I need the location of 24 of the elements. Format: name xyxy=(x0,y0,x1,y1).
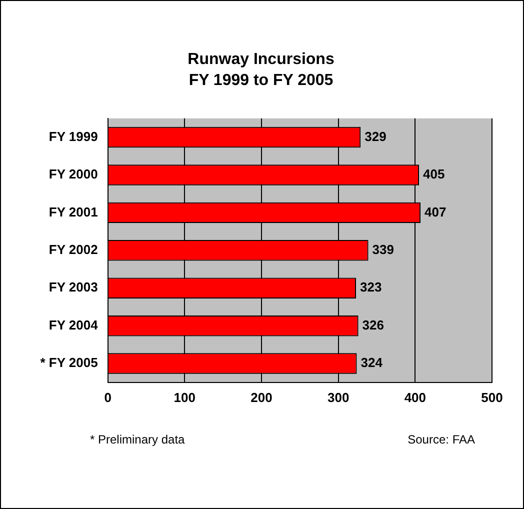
y-tick-label: FY 2001 xyxy=(48,204,98,220)
x-tick-label: 300 xyxy=(327,390,350,405)
y-tick-label: FY 2004 xyxy=(48,317,99,332)
data-label: 339 xyxy=(372,242,394,257)
data-label: 324 xyxy=(360,355,384,370)
data-label: 329 xyxy=(364,128,386,144)
y-tick-label: FY 2003 xyxy=(48,280,98,295)
x-tick-label: 200 xyxy=(250,390,272,405)
x-tick-label: 500 xyxy=(481,390,503,405)
x-tick-label: 100 xyxy=(174,390,196,405)
x-tick-label: 0 xyxy=(104,390,112,405)
data-label: 407 xyxy=(424,204,446,220)
chart-title: Runway Incursions xyxy=(188,51,334,68)
data-label: 326 xyxy=(362,317,384,332)
chart-subtitle: FY 1999 to FY 2005 xyxy=(188,72,334,90)
x-tick-label: 400 xyxy=(404,390,426,405)
text: * Preliminary data xyxy=(90,432,186,446)
y-tick-label: FY 1999 xyxy=(48,128,98,144)
data-label: 405 xyxy=(423,166,445,182)
y-tick-label: * FY 2005 xyxy=(40,355,98,370)
y-tick-label: FY 2000 xyxy=(48,166,98,182)
data-label: 323 xyxy=(360,280,382,295)
y-tick-label: FY 2002 xyxy=(48,242,98,257)
source-note: Source: FAA xyxy=(408,432,475,446)
